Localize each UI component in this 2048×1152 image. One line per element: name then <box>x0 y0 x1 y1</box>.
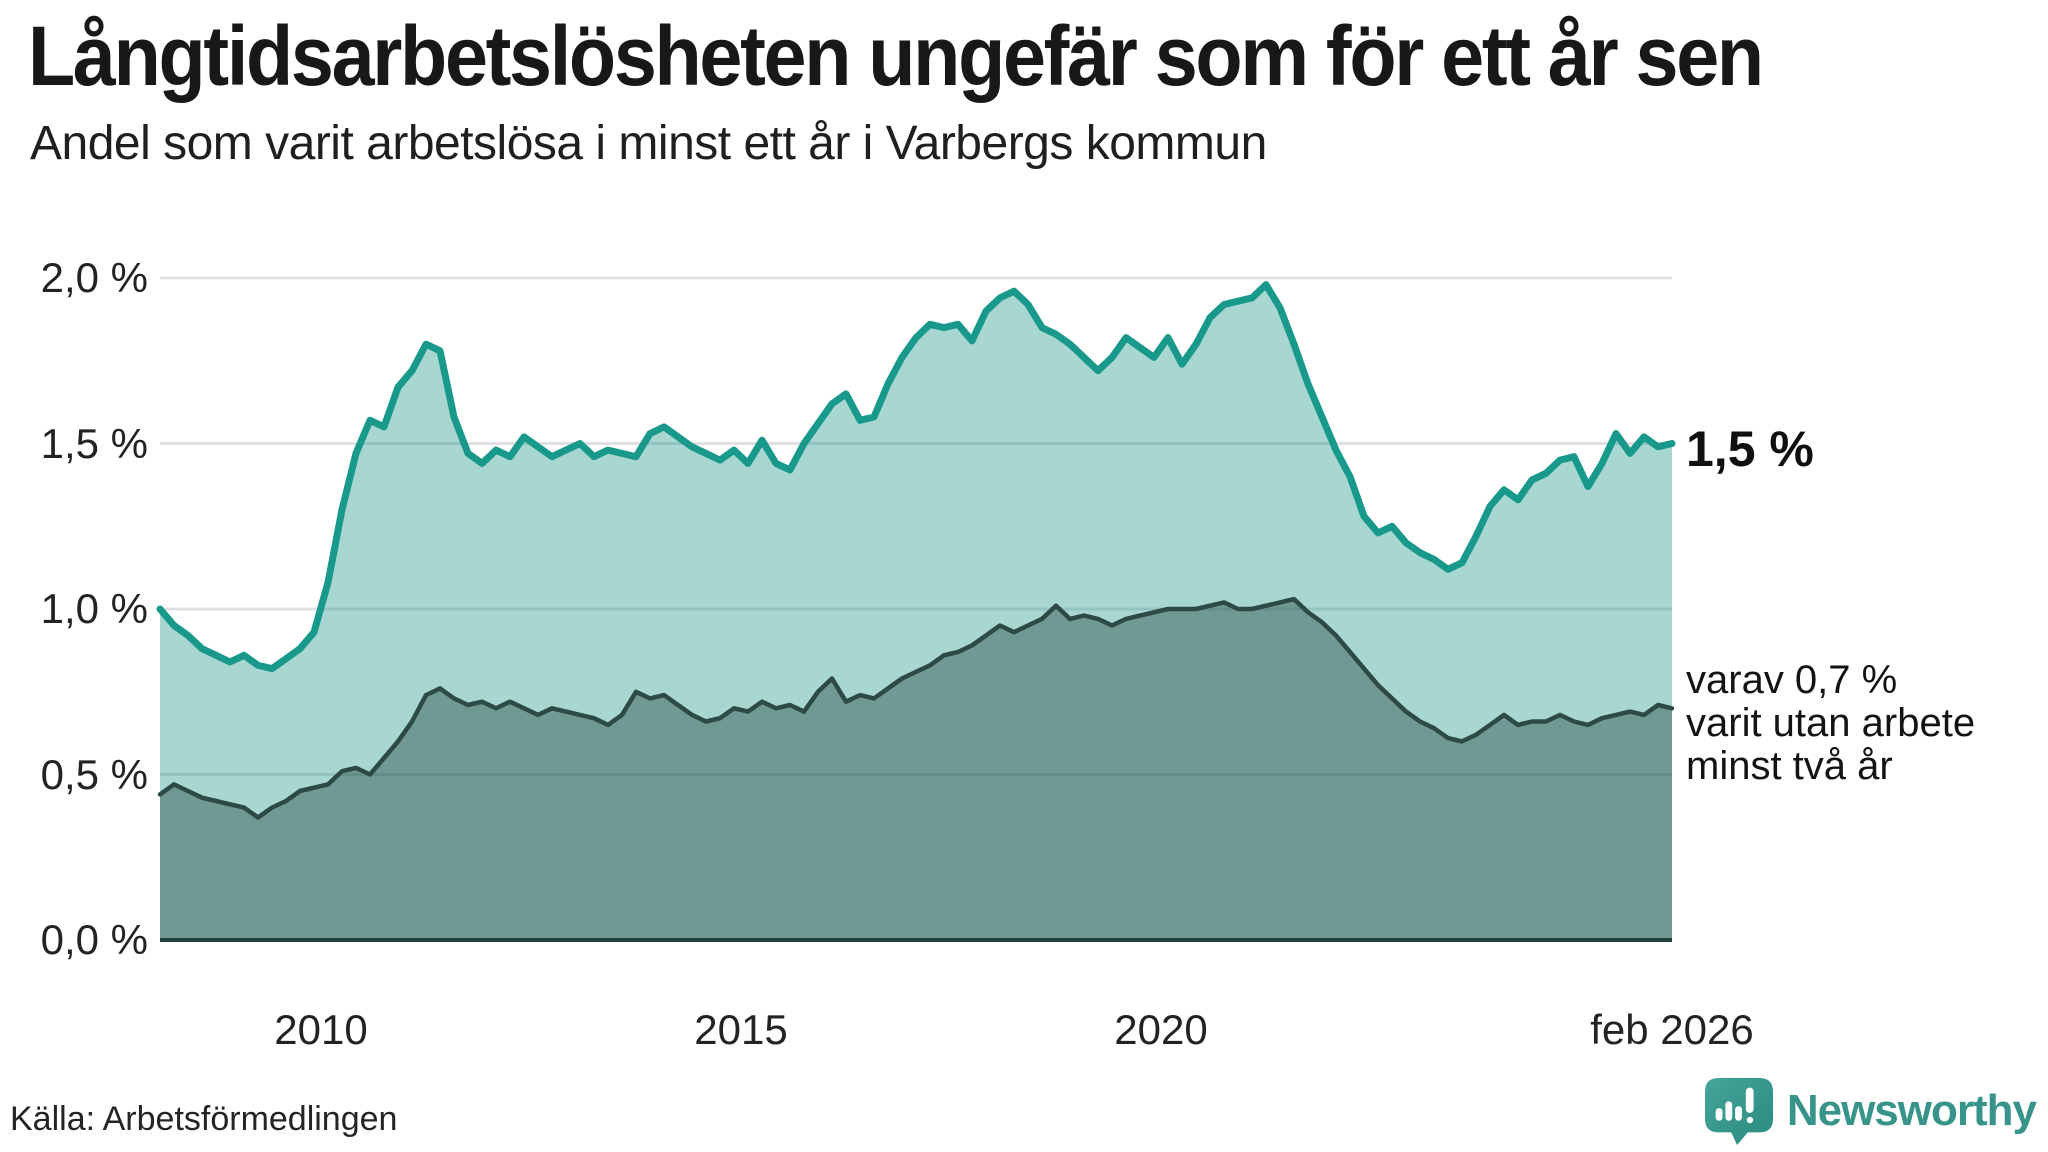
area-fill <box>160 599 1672 940</box>
y-axis-tick-label: 1,5 % <box>40 419 148 467</box>
page-title: Långtidsarbetslösheten ungefär som för e… <box>28 9 1764 103</box>
y-axis-tick-label: 0,0 % <box>40 916 148 963</box>
x-axis-tick-label: 2010 <box>274 1006 368 1053</box>
source-credit: Källa: Arbetsförmedlingen <box>10 1100 398 1138</box>
chart-subtitle: Andel som varit arbetslösa i minst ett å… <box>30 117 1267 170</box>
x-axis-tick-label: feb 2026 <box>1590 1006 1754 1053</box>
newsworthy-logo-icon <box>1704 1077 1773 1146</box>
brand-logo: Newsworthy <box>1703 1076 2037 1146</box>
y-axis-tick-label: 2,0 % <box>40 254 148 301</box>
series-end-value-label: 1,5 % <box>1686 421 1814 477</box>
series-annotation-note: varav 0,7 % varit utan arbete minst två … <box>1686 658 1976 788</box>
series-line <box>156 281 1676 673</box>
y-axis-tick-label: 0,5 % <box>40 750 148 798</box>
y-axis-tick-label: 1,0 % <box>40 585 148 632</box>
brand-logo-text: Newsworthy <box>1786 1086 2037 1135</box>
series-line <box>157 596 1675 820</box>
x-axis-tick-label: 2015 <box>694 1006 788 1053</box>
x-axis-tick-label: 2020 <box>1114 1006 1208 1053</box>
